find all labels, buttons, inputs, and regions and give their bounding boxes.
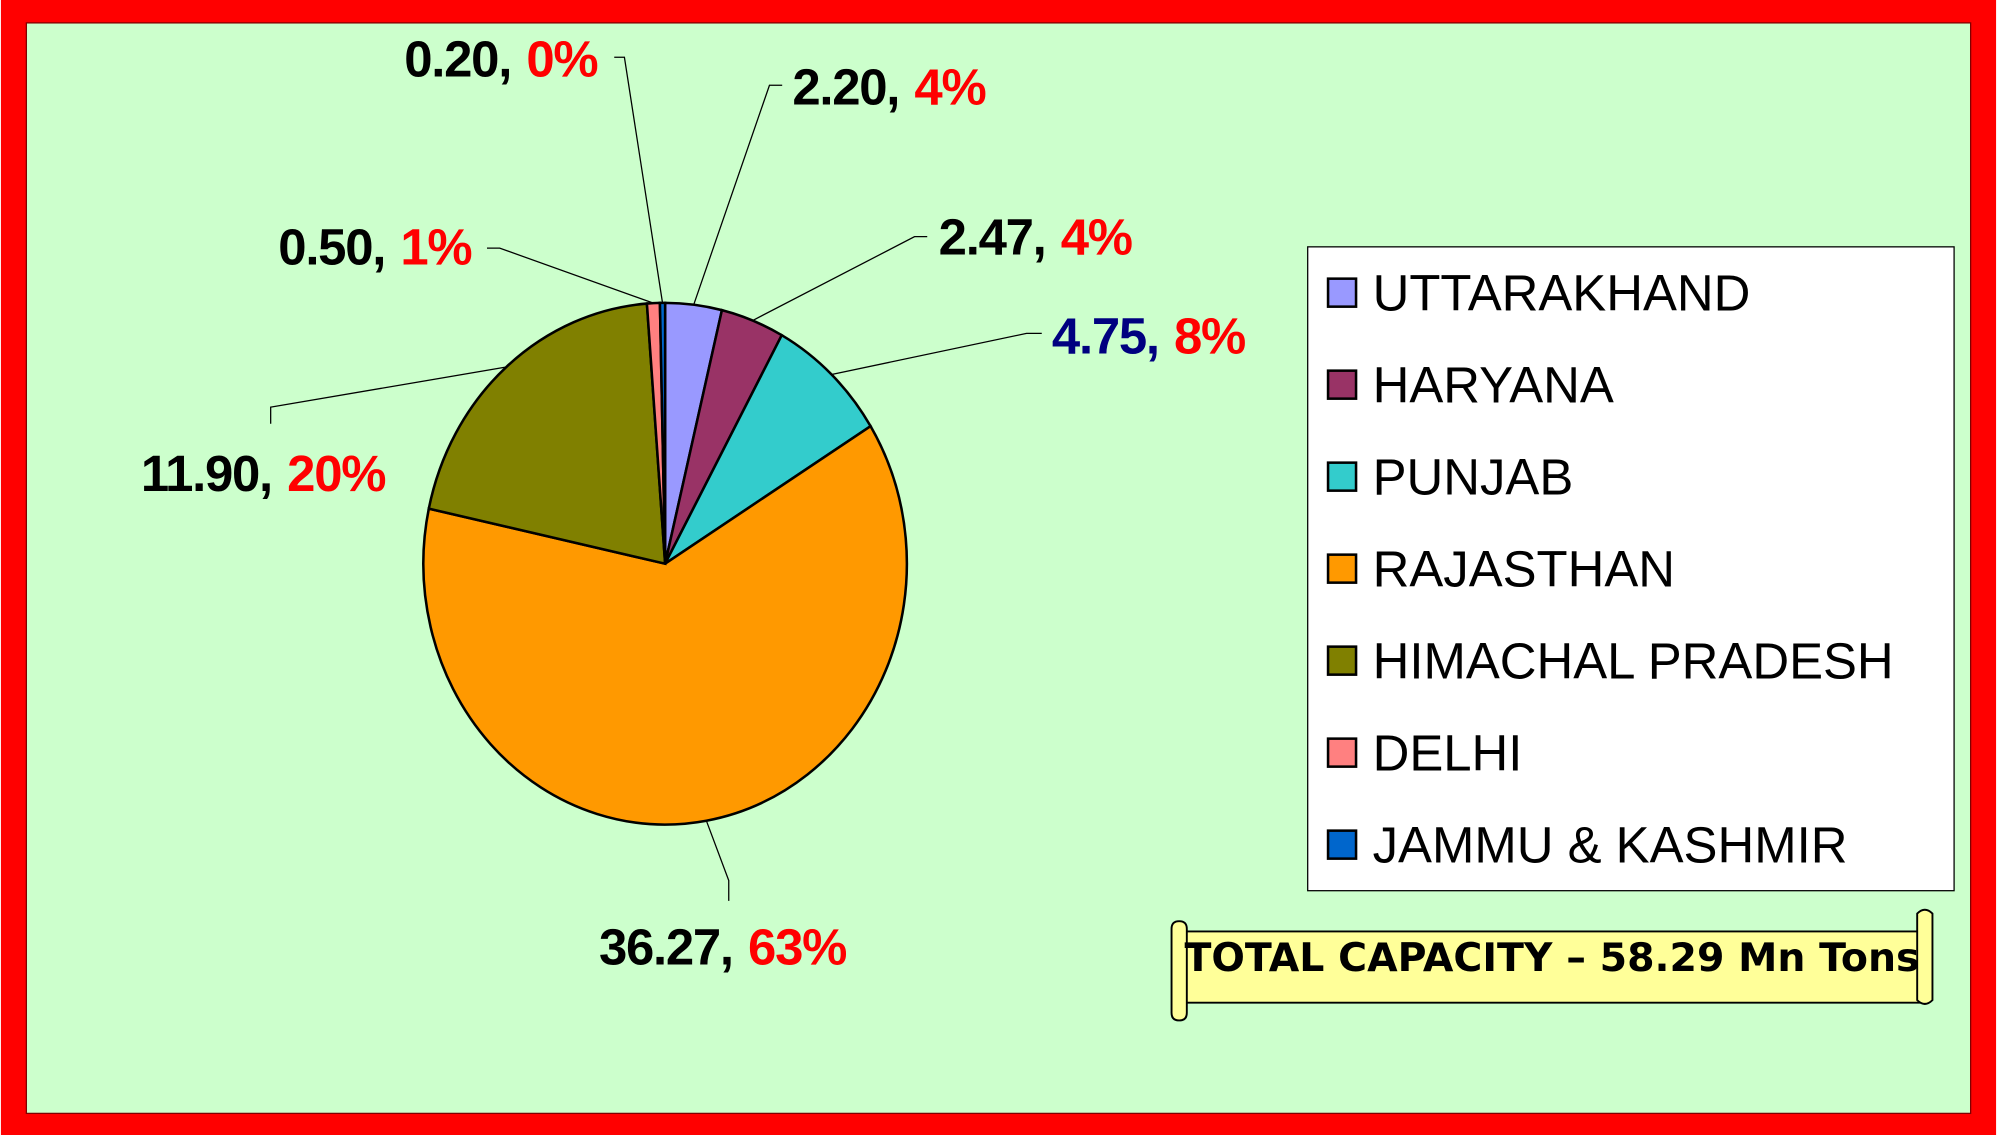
leader-line <box>693 84 783 305</box>
data-labels: 2.20, 4%2.47, 4%4.75, 8%36.27, 63%11.90, 20%0… <box>141 30 1246 975</box>
percent-label: 8% <box>1174 308 1245 365</box>
separator: , <box>372 219 385 276</box>
annotation: TOTAL CAPACITY – 58.29 Mn Tons <box>1184 935 1919 981</box>
annotation-scroll <box>1170 908 1934 1022</box>
legend-swatch <box>1326 829 1358 860</box>
leader-line <box>705 820 730 901</box>
value-label: 2.20 <box>792 58 886 115</box>
value-label: 36.27 <box>599 918 720 975</box>
value-label: 2.47 <box>939 208 1033 265</box>
legend-label: UTTARAKHAND <box>1373 264 1751 321</box>
separator: , <box>720 918 733 975</box>
percent-label: 4% <box>1061 208 1132 265</box>
leader-line <box>752 236 928 322</box>
leader-line <box>614 56 664 303</box>
percent-label: 4% <box>914 58 985 115</box>
legend-entries: UTTARAKHAND HARYANA PUNJAB RAJASTHAN HIMACHA… <box>1326 264 1894 873</box>
data-label: 0.20, 0% <box>404 30 597 87</box>
separator: , <box>1033 208 1046 265</box>
leader-line <box>831 332 1042 376</box>
pie-slice <box>658 301 667 564</box>
legend-label: RAJASTHAN <box>1373 540 1675 597</box>
data-label: 36.27, 63% <box>599 918 846 975</box>
legend-label: HIMACHAL PRADESH <box>1373 632 1894 689</box>
legend <box>1307 246 1955 892</box>
percent-label: 63% <box>748 918 846 975</box>
pie-slice <box>427 302 667 566</box>
leader-line <box>270 366 507 424</box>
legend-label: HARYANA <box>1373 356 1614 413</box>
legend-swatch <box>1326 737 1358 768</box>
pie-slice <box>661 333 873 568</box>
data-label: 0.50, 1% <box>278 219 471 276</box>
leader-line <box>486 247 654 304</box>
data-label: 2.47, 4% <box>939 208 1132 265</box>
legend-swatch <box>1326 461 1358 492</box>
legend-swatch <box>1326 645 1358 676</box>
value-label: 0.50 <box>278 219 372 276</box>
value-label: 0.20 <box>404 30 498 87</box>
percent-label: 20% <box>287 445 385 502</box>
legend-label: JAMMU & KASHMIR <box>1373 816 1848 873</box>
separator: , <box>498 30 511 87</box>
separator: , <box>259 445 272 502</box>
data-label: 2.20, 4% <box>792 58 985 115</box>
legend-swatch <box>1326 369 1358 400</box>
percent-label: 1% <box>400 219 471 276</box>
percent-label: 0% <box>526 30 597 87</box>
separator: , <box>886 58 899 115</box>
legend-label: PUNJAB <box>1373 448 1574 505</box>
legend-label: DELHI <box>1373 724 1523 781</box>
value-label: 4.75 <box>1052 308 1146 365</box>
value-label: 11.90 <box>141 445 259 502</box>
data-label: 4.75, 8% <box>1052 308 1245 365</box>
pie <box>422 301 909 826</box>
separator: , <box>1146 308 1159 365</box>
legend-swatch <box>1326 277 1358 308</box>
legend-swatch <box>1326 553 1358 584</box>
data-label: 11.90, 20% <box>141 445 385 502</box>
